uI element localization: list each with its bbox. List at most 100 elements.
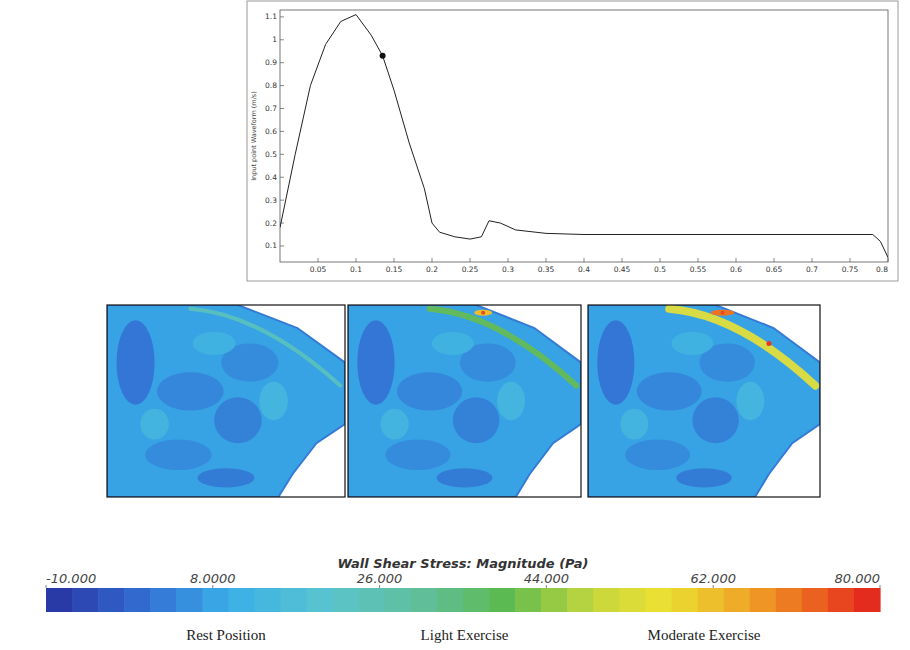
x-tick [470,258,471,262]
wss-panel [588,305,820,497]
x-tick-label: 0.3 [502,265,514,274]
y-tick-label: 0.7 [265,104,277,113]
marker-point [380,53,386,59]
colorbar-segment [281,588,308,612]
x-tick [356,258,357,262]
panel-frame [107,305,345,497]
colorbar-segment [307,588,334,612]
x-tick [774,258,775,262]
y-tick-label: 0.4 [265,173,277,182]
y-tick-label: 0.2 [265,219,277,228]
colorbar-tick-label: 62.000 [690,571,736,586]
colorbar-tick-label: 44.000 [524,571,570,586]
wss-panel [348,305,581,497]
x-tick-label: 0.75 [842,265,859,274]
colorbar-tick-label: 8.0000 [190,571,236,586]
plot-marks [280,15,888,258]
x-tick-label: 0.8 [876,265,888,274]
x-tick [812,258,813,262]
x-tick-label: 0.1 [350,265,362,274]
x-tick [546,258,547,262]
x-tick [508,258,509,262]
colorbar-tick-label: 80.000 [835,571,881,586]
x-tick-label: 0.6 [730,265,742,274]
colorbar-segment [202,588,229,612]
y-tick-label: 0.8 [265,81,277,90]
colorbar-segment [802,588,829,612]
colorbar-segment [698,588,725,612]
x-tick [318,258,319,262]
x-tick [736,258,737,262]
colorbar-segment [567,588,594,612]
colorbar-segment [645,588,672,612]
x-tick-label: 0.65 [766,265,783,274]
x-tick-label: 0.4 [578,265,590,274]
colorbar-segment [854,588,881,612]
panel-caption: Moderate Exercise [648,627,761,643]
x-tick-label: 0.25 [462,265,479,274]
y-tick-label: 0.9 [265,58,277,67]
y-tick [280,245,284,246]
x-tick [698,258,699,262]
x-tick [850,258,851,262]
x-tick-label: 0.05 [310,265,327,274]
panel-frame [588,305,820,497]
waveform-line [280,15,888,258]
x-tick [622,258,623,262]
x-tick-label: 0.2 [426,265,438,274]
panel-caption: Rest Position [186,627,266,643]
colorbar-segment [776,588,803,612]
x-tick-label: 0.5 [654,265,666,274]
x-tick-label: 0.7 [806,265,818,274]
colorbar-segment [98,588,125,612]
y-tick [280,108,284,109]
wss-panel [107,305,345,497]
y-tick-label: 1 [272,35,277,44]
colorbar-segment [619,588,646,612]
y-tick [280,131,284,132]
colorbar-segment [72,588,99,612]
y-tick [280,200,284,201]
colorbar-segment [724,588,751,612]
y-tick-label: 0.6 [265,127,277,136]
x-tick [394,258,395,262]
colorbar-segment [828,588,855,612]
y-tick-label: 0.5 [265,150,277,159]
colorbar-segment [385,588,412,612]
colorbar-segment [359,588,386,612]
x-tick-label: 0.35 [538,265,555,274]
colorbar-segment [124,588,151,612]
colorbar-segment [750,588,777,612]
colorbar-segment [437,588,464,612]
colorbar-segment [463,588,490,612]
colorbar-segment [411,588,438,612]
colorbar-segment [333,588,360,612]
y-tick [280,62,284,63]
colorbar-segment [515,588,542,612]
colorbar-title: Wall Shear Stress: Magnitude (Pa) [337,556,588,571]
x-tick [584,258,585,262]
colorbar-segment [150,588,177,612]
colorbar-segment [593,588,620,612]
x-tick [660,258,661,262]
figure: 0.1 0.2 0.3 0.4 0.5 0.6 0.7 0.8 0.9 1 1.1 0.05 0.1 0.… [0,0,910,650]
chart-box [247,1,898,281]
y-tick-label: 0.1 [265,241,277,250]
colorbar-segment [672,588,699,612]
panel-caption: Light Exercise [421,627,509,643]
y-tick [280,39,284,40]
colorbar-segment [228,588,255,612]
colorbar-segment [46,588,73,612]
colorbar-segment [176,588,203,612]
x-tick-label: 0.55 [690,265,707,274]
x-tick-label: 0.15 [386,265,403,274]
x-tick [888,258,889,262]
colorbar-segment [255,588,282,612]
colorbar-segment [541,588,568,612]
y-tick [280,16,284,17]
y-tick [280,85,284,86]
y-tick-label: 1.1 [265,12,277,21]
y-tick-label: 0.3 [265,196,277,205]
plot-frame [280,10,888,262]
x-tick-label: 0.45 [614,265,631,274]
